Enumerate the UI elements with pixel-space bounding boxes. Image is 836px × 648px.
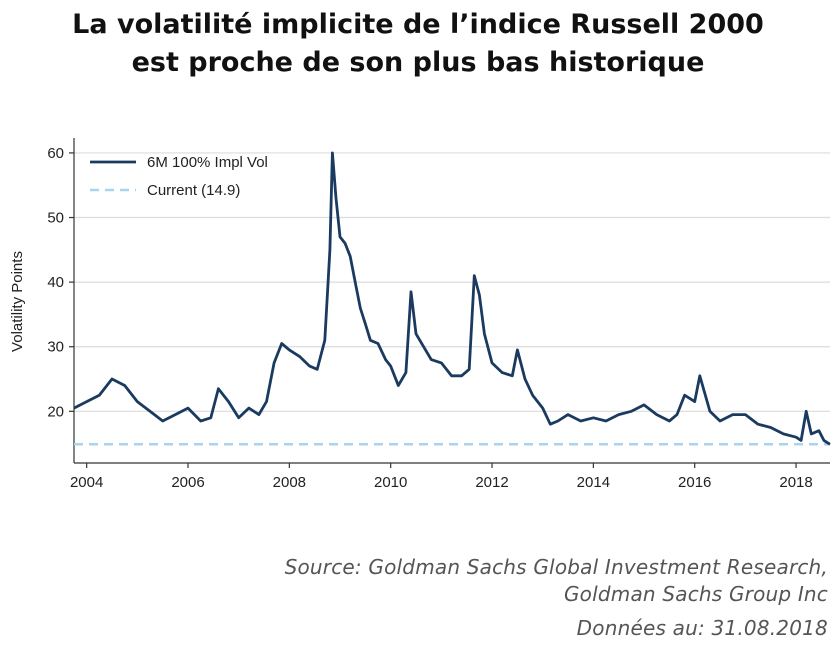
y-tick-label: 50 (47, 210, 64, 227)
y-tick-label: 60 (47, 145, 64, 162)
y-ticks: 20 30 40 50 60 (47, 145, 74, 420)
y-axis-label: Volatility Points (9, 251, 26, 352)
chart-title-line-2: est proche de son plus bas historique (131, 47, 705, 78)
data-date: Données au: 31.08.2018 (576, 616, 828, 640)
y-tick-label: 30 (47, 339, 64, 356)
x-tick-label: 2012 (475, 474, 508, 491)
gridlines (74, 152, 830, 412)
implied-vol-line (73, 151, 831, 446)
source-note: Source: Goldman Sachs Global Investment … (285, 554, 828, 608)
x-tick-label: 2016 (678, 474, 711, 491)
axes (73, 138, 830, 464)
x-tick-label: 2006 (171, 474, 204, 491)
chart-title-line-1: La volatilité implicite de l’indice Russ… (72, 9, 764, 40)
x-tick-label: 2014 (577, 474, 610, 491)
chart-title: La volatilité implicite de l’indice Russ… (0, 6, 836, 82)
y-tick-label: 40 (47, 274, 64, 291)
x-tick-label: 2004 (70, 474, 103, 491)
series-layer (73, 151, 831, 446)
legend-label: 6M 100% Impl Vol (147, 154, 268, 171)
source-line-2: Goldman Sachs Group Inc (563, 582, 828, 606)
x-ticks: 2004 2006 2008 2010 2012 2014 2016 2018 (70, 463, 813, 491)
legend: 6M 100% Impl Vol Current (14.9) (90, 154, 268, 199)
x-tick-label: 2018 (779, 474, 812, 491)
source-line-1: Source: Goldman Sachs Global Investment … (284, 555, 828, 579)
legend-label: Current (14.9) (147, 182, 240, 199)
x-tick-label: 2010 (374, 474, 407, 491)
x-tick-label: 2008 (273, 474, 306, 491)
y-tick-label: 20 (47, 403, 64, 420)
